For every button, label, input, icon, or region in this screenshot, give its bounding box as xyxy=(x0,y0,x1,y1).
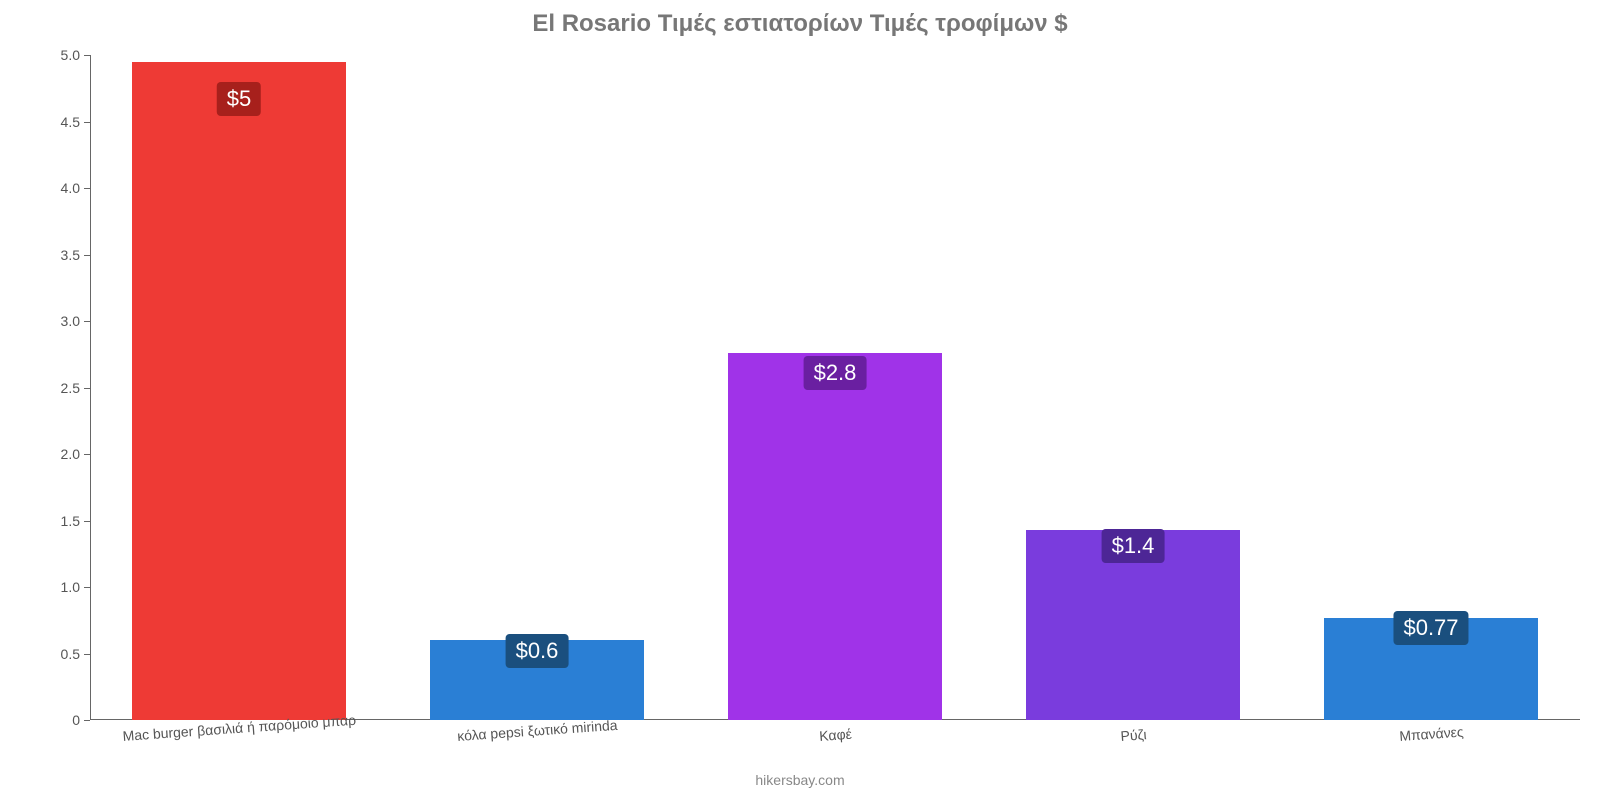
bar-value-label: $0.6 xyxy=(506,634,569,668)
y-tick xyxy=(84,321,90,322)
y-tick xyxy=(84,654,90,655)
y-tick-label: 2.0 xyxy=(61,446,80,462)
bar-value-label: $2.8 xyxy=(804,356,867,390)
x-tick-label: κόλα pepsi ξωτικό mirinda xyxy=(457,717,618,744)
y-tick xyxy=(84,587,90,588)
y-tick-label: 3.5 xyxy=(61,247,80,263)
bar-value-label: $1.4 xyxy=(1102,529,1165,563)
x-tick-label: Καφέ xyxy=(819,726,853,744)
bar-value-label: $0.77 xyxy=(1393,611,1468,645)
y-tick-label: 4.0 xyxy=(61,180,80,196)
y-tick xyxy=(84,122,90,123)
y-axis-line xyxy=(90,55,91,720)
plot-area: 00.51.01.52.02.53.03.54.04.55.0$5Mac bur… xyxy=(90,55,1580,720)
x-tick-label: Ρύζι xyxy=(1120,726,1147,744)
y-tick xyxy=(84,720,90,721)
y-tick-label: 2.5 xyxy=(61,380,80,396)
y-tick-label: 5.0 xyxy=(61,47,80,63)
y-tick-label: 4.5 xyxy=(61,114,80,130)
y-tick-label: 3.0 xyxy=(61,313,80,329)
y-tick-label: 0.5 xyxy=(61,646,80,662)
y-tick xyxy=(84,521,90,522)
chart-title: El Rosario Τιμές εστιατορίων Τιμές τροφί… xyxy=(0,10,1600,38)
chart-container: El Rosario Τιμές εστιατορίων Τιμές τροφί… xyxy=(0,0,1600,800)
y-tick-label: 1.5 xyxy=(61,513,80,529)
y-tick-label: 0 xyxy=(72,712,80,728)
bar-value-label: $5 xyxy=(217,82,261,116)
x-tick-label: Μπανάνες xyxy=(1399,724,1464,744)
bar xyxy=(728,353,943,720)
credit-text: hikersbay.com xyxy=(0,772,1600,788)
y-tick-label: 1.0 xyxy=(61,579,80,595)
y-tick xyxy=(84,255,90,256)
y-tick xyxy=(84,388,90,389)
y-tick xyxy=(84,188,90,189)
y-tick xyxy=(84,55,90,56)
bar xyxy=(132,62,347,720)
y-tick xyxy=(84,454,90,455)
